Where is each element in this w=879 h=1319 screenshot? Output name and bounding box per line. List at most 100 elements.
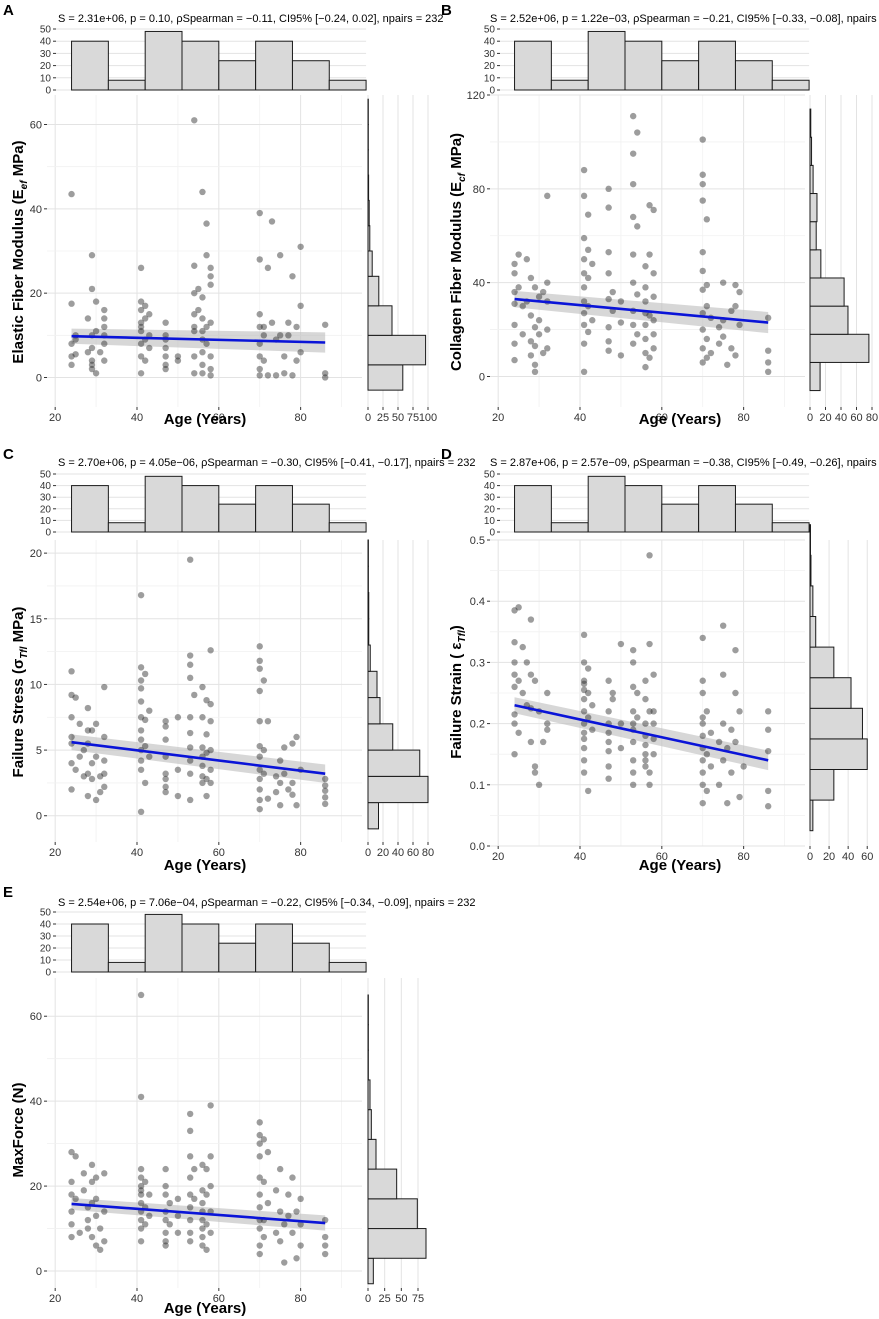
- data-point: [162, 775, 169, 783]
- data-point: [186, 674, 194, 682]
- data-point: [162, 783, 169, 791]
- data-point: [186, 1216, 194, 1224]
- data-point: [297, 348, 304, 356]
- x-axis-title-d: Age (Years): [639, 857, 722, 874]
- right-hist-tick-label: 60: [861, 851, 873, 863]
- top-hist-tick-label: 40: [40, 920, 52, 931]
- data-point: [699, 769, 706, 776]
- data-point: [629, 757, 637, 764]
- data-point: [580, 368, 588, 376]
- data-point: [580, 729, 588, 736]
- y-tick-label: 15: [30, 614, 42, 626]
- right-hist-tick-label: 0: [807, 412, 813, 424]
- data-point: [199, 1187, 206, 1194]
- data-point: [580, 631, 588, 639]
- data-point: [531, 361, 539, 368]
- data-point: [207, 647, 214, 654]
- data-point: [256, 1174, 263, 1181]
- data-point: [642, 741, 649, 749]
- y-tick-label: 20: [30, 288, 42, 300]
- data-point: [728, 345, 735, 352]
- panel-e: E S = 2.54e+06, p = 7.06e−04, ρSpearman …: [3, 884, 476, 1317]
- data-point: [515, 251, 522, 258]
- y-axis-title-c: Failure Stress (σTfl MPa): [10, 607, 30, 778]
- y-tick-label: 120: [467, 90, 485, 102]
- right-histogram-bar: [809, 361, 821, 392]
- top-hist-tick-label: 50: [484, 470, 496, 481]
- data-point: [68, 361, 75, 369]
- data-point: [764, 347, 772, 354]
- data-point: [174, 1229, 182, 1236]
- data-point: [68, 1191, 75, 1198]
- data-point: [699, 359, 706, 366]
- data-point: [260, 677, 268, 684]
- data-point: [589, 317, 596, 324]
- data-point: [137, 1199, 145, 1207]
- data-point: [256, 786, 263, 793]
- data-point: [736, 321, 743, 329]
- data-point: [84, 704, 92, 712]
- data-point: [256, 665, 263, 672]
- data-point: [137, 727, 145, 734]
- grid-d: [490, 539, 805, 847]
- data-point: [137, 757, 145, 764]
- data-point: [728, 769, 735, 776]
- data-point: [137, 766, 145, 773]
- data-point: [72, 766, 79, 773]
- panel-d: D S = 2.87e+06, p = 2.57e−09, ρSpearman …: [441, 446, 879, 874]
- data-point: [162, 1238, 169, 1245]
- data-point: [101, 783, 108, 791]
- data-point: [715, 324, 723, 331]
- data-point: [101, 1238, 108, 1245]
- data-point: [535, 781, 543, 788]
- data-point: [88, 760, 96, 767]
- data-point: [650, 708, 657, 715]
- x-tick-label: 40: [131, 1293, 143, 1305]
- regression-line-c: [71, 740, 326, 776]
- data-point: [88, 775, 96, 783]
- data-point: [88, 1233, 96, 1241]
- data-point: [580, 340, 588, 347]
- data-point: [88, 361, 96, 369]
- data-point: [186, 729, 194, 737]
- data-point: [96, 1246, 104, 1253]
- data-point: [617, 744, 625, 752]
- x-tick-label: 40: [131, 412, 143, 424]
- data-point: [80, 1187, 88, 1194]
- top-histogram-bar: [624, 485, 663, 533]
- right-hist-tick-label: 40: [835, 412, 847, 424]
- data-point: [605, 677, 612, 684]
- data-point: [584, 246, 592, 254]
- data-point: [137, 1216, 145, 1224]
- data-point: [297, 1195, 304, 1203]
- data-point: [272, 372, 280, 379]
- data-point: [207, 746, 214, 754]
- data-point: [256, 805, 263, 813]
- x-axis-ticks-a: 20 40 60 80: [49, 407, 307, 424]
- data-point: [699, 799, 706, 807]
- data-point: [260, 1233, 268, 1241]
- data-point: [68, 340, 75, 347]
- data-point: [293, 733, 300, 741]
- data-point: [511, 711, 518, 718]
- data-point: [764, 747, 772, 755]
- data-point: [589, 726, 596, 733]
- data-point: [92, 1212, 100, 1220]
- right-histogram-bar: [809, 738, 868, 771]
- top-hist-tick-label: 30: [484, 49, 496, 60]
- x-axis-ticks-b: 20 40 60 80: [492, 407, 750, 424]
- data-point: [199, 1242, 206, 1249]
- data-point: [162, 1182, 169, 1190]
- data-point: [207, 718, 214, 725]
- data-point: [736, 708, 743, 715]
- data-point: [531, 284, 539, 291]
- top-histogram-bar: [71, 485, 109, 533]
- right-histogram-bar: [367, 775, 429, 804]
- data-point: [276, 1208, 284, 1215]
- data-point: [166, 1199, 173, 1207]
- top-histogram-bar: [255, 923, 293, 973]
- data-point: [580, 284, 588, 291]
- y-tick-label: 0: [36, 372, 42, 384]
- data-point: [650, 293, 657, 300]
- right-histogram-bar: [367, 1138, 377, 1170]
